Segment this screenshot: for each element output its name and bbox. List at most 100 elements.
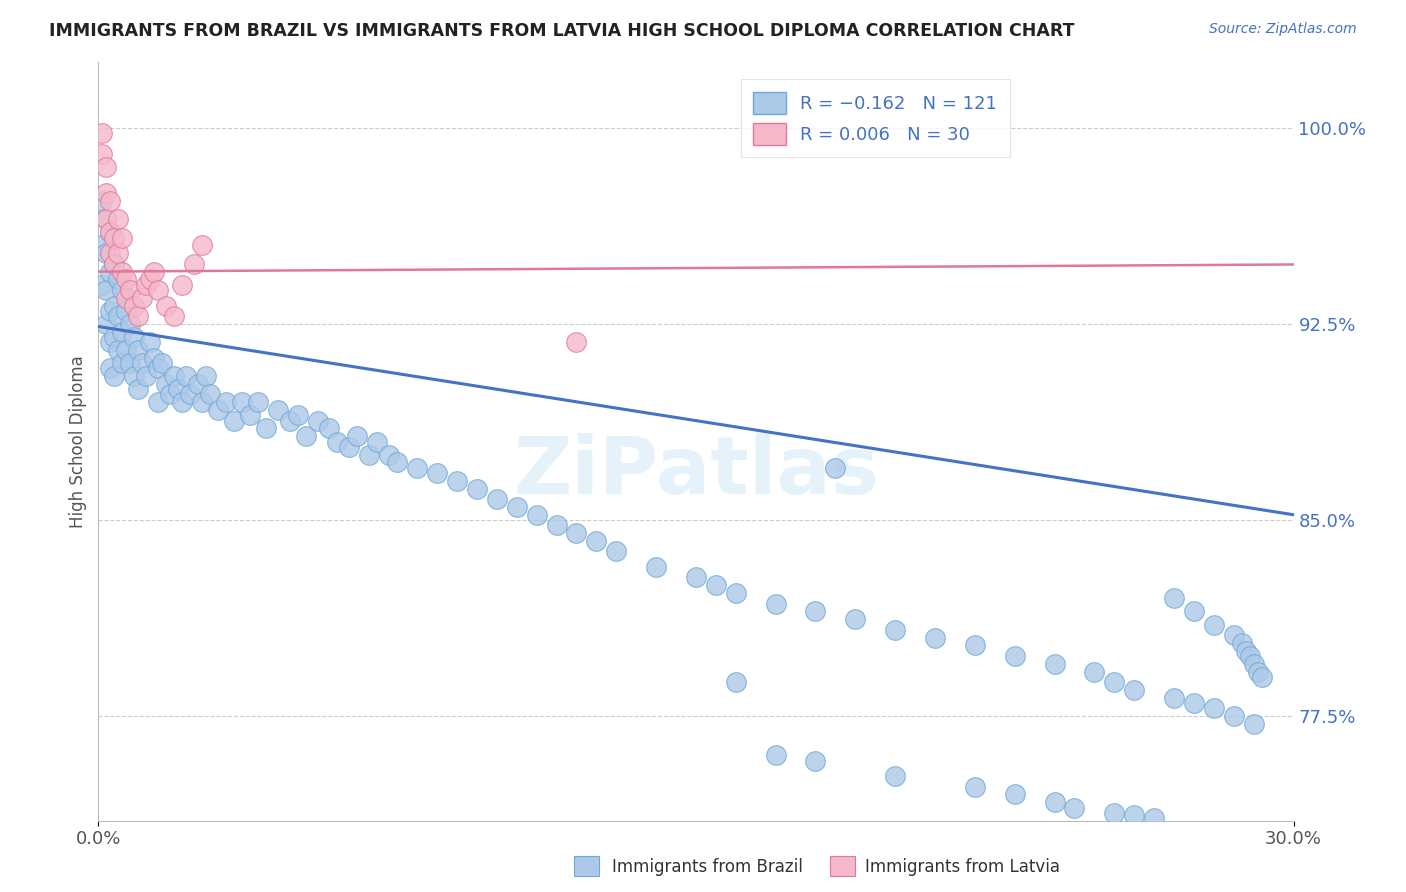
Point: [96, 317, 118, 331]
Point: [135, 369, 157, 384]
Point: [96, 246, 118, 260]
Point: [91, 126, 114, 140]
Point: [804, 754, 827, 768]
Point: [844, 612, 866, 626]
Point: [254, 421, 277, 435]
Point: [1163, 591, 1185, 606]
Point: [1004, 648, 1026, 663]
Point: [98, 264, 122, 278]
Point: [704, 578, 727, 592]
Point: [111, 230, 134, 244]
Point: [98, 303, 122, 318]
Point: [207, 403, 229, 417]
Point: [346, 429, 368, 443]
Point: [91, 147, 114, 161]
Point: [167, 382, 190, 396]
Point: [91, 238, 114, 252]
Point: [359, 448, 381, 462]
Point: [1104, 675, 1126, 690]
Point: [127, 343, 149, 357]
Point: [96, 160, 118, 174]
Point: [127, 382, 149, 396]
Point: [1104, 805, 1126, 820]
Point: [143, 351, 166, 365]
Point: [96, 283, 118, 297]
Point: [187, 377, 209, 392]
Point: [485, 491, 508, 506]
Point: [115, 272, 138, 286]
Point: [163, 309, 186, 323]
Point: [1063, 800, 1085, 814]
Point: [1230, 636, 1253, 650]
Legend: R = −0.162   N = 121, R = 0.006   N = 30: R = −0.162 N = 121, R = 0.006 N = 30: [741, 79, 1010, 157]
Point: [765, 597, 787, 611]
Point: [163, 369, 186, 384]
Point: [366, 434, 388, 449]
Point: [724, 586, 747, 600]
Point: [115, 343, 138, 357]
Point: [107, 309, 129, 323]
Point: [191, 395, 214, 409]
Point: [246, 395, 269, 409]
Point: [139, 272, 162, 286]
Point: [884, 769, 907, 783]
Point: [148, 283, 170, 297]
Point: [107, 212, 129, 227]
Point: [103, 257, 125, 271]
Point: [963, 780, 986, 794]
Point: [155, 377, 177, 392]
Point: [120, 356, 142, 370]
Point: [1243, 717, 1265, 731]
Point: [174, 369, 197, 384]
Point: [924, 631, 946, 645]
Point: [1239, 648, 1261, 663]
Point: [724, 675, 747, 690]
Text: IMMIGRANTS FROM BRAZIL VS IMMIGRANTS FROM LATVIA HIGH SCHOOL DIPLOMA CORRELATION: IMMIGRANTS FROM BRAZIL VS IMMIGRANTS FRO…: [49, 22, 1074, 40]
Point: [1243, 657, 1265, 671]
Point: [446, 474, 468, 488]
Point: [172, 277, 194, 292]
Point: [179, 387, 201, 401]
Point: [565, 526, 588, 541]
Point: [172, 395, 194, 409]
Point: [155, 299, 177, 313]
Text: Immigrants from Latvia: Immigrants from Latvia: [844, 858, 1060, 876]
Point: [127, 309, 149, 323]
Point: [406, 460, 429, 475]
Point: [326, 434, 349, 449]
Point: [605, 544, 627, 558]
Point: [111, 356, 134, 370]
Point: [526, 508, 548, 522]
Point: [1043, 795, 1066, 809]
Point: [143, 264, 166, 278]
Point: [1202, 617, 1225, 632]
Point: [1004, 788, 1026, 802]
Point: [98, 361, 122, 376]
Point: [96, 186, 118, 201]
Point: [98, 226, 122, 240]
Point: [239, 409, 262, 423]
Point: [135, 277, 157, 292]
Point: [103, 257, 125, 271]
Point: [215, 395, 238, 409]
Point: [111, 325, 134, 339]
Point: [1182, 696, 1205, 710]
Point: [1083, 665, 1105, 679]
Y-axis label: High School Diploma: High School Diploma: [69, 355, 87, 528]
Point: [124, 369, 146, 384]
Point: [124, 299, 146, 313]
Point: [294, 429, 316, 443]
Point: [103, 230, 125, 244]
Point: [824, 460, 846, 475]
Point: [120, 317, 142, 331]
Point: [195, 369, 218, 384]
Point: [91, 194, 114, 208]
Point: [150, 356, 173, 370]
Point: [585, 533, 607, 548]
Point: [107, 272, 129, 286]
Point: [1247, 665, 1270, 679]
Point: [267, 403, 290, 417]
Point: [91, 277, 114, 292]
Point: [103, 299, 125, 313]
Point: [159, 387, 181, 401]
